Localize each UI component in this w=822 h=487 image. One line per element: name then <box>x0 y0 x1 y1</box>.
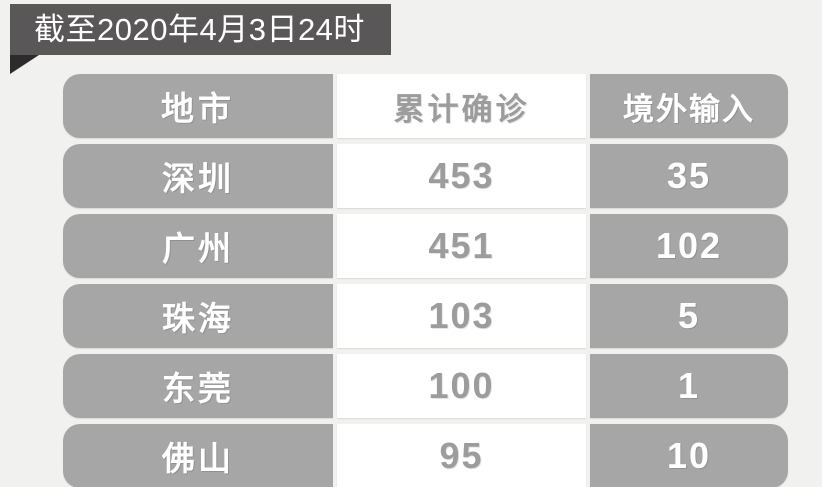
table-row: 深圳 453 35 <box>63 144 788 208</box>
table-header-row: 地市 累计确诊 境外输入 <box>63 74 788 138</box>
table-row: 佛山 95 10 <box>63 424 788 487</box>
city-cell: 广州 <box>63 214 333 278</box>
imported-cell: 10 <box>590 424 788 487</box>
date-banner: 截至2020年4月3日24时 <box>10 4 391 55</box>
header-confirmed: 累计确诊 <box>337 74 586 138</box>
city-cell: 珠海 <box>63 284 333 348</box>
imported-cell: 1 <box>590 354 788 418</box>
city-cell: 东莞 <box>63 354 333 418</box>
confirmed-cell: 100 <box>337 354 586 418</box>
table-row: 东莞 100 1 <box>63 354 788 418</box>
city-stats-table: 地市 累计确诊 境外输入 深圳 453 35 广州 451 102 珠海 103… <box>63 74 788 487</box>
confirmed-cell: 453 <box>337 144 586 208</box>
imported-cell: 5 <box>590 284 788 348</box>
confirmed-cell: 95 <box>337 424 586 487</box>
header-imported: 境外输入 <box>590 74 788 138</box>
confirmed-cell: 451 <box>337 214 586 278</box>
city-cell: 佛山 <box>63 424 333 487</box>
city-cell: 深圳 <box>63 144 333 208</box>
banner-fold-corner <box>10 55 39 74</box>
table-row: 珠海 103 5 <box>63 284 788 348</box>
imported-cell: 102 <box>590 214 788 278</box>
confirmed-cell: 103 <box>337 284 586 348</box>
table-row: 广州 451 102 <box>63 214 788 278</box>
imported-cell: 35 <box>590 144 788 208</box>
header-city: 地市 <box>63 74 333 138</box>
date-banner-text: 截至2020年4月3日24时 <box>34 12 365 47</box>
